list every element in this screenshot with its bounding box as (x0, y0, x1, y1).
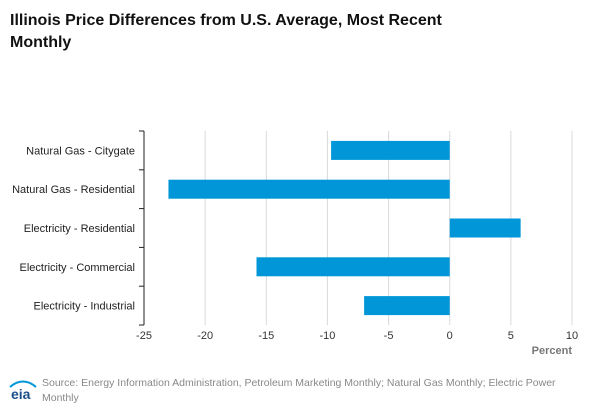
x-tick-label: -5 (384, 330, 394, 342)
category-label: Electricity - Industrial (34, 301, 135, 313)
category-label: Natural Gas - Citygate (26, 145, 135, 157)
x-tick-label: -25 (136, 330, 152, 342)
bar-electricity-residential (449, 218, 521, 238)
category-label: Electricity - Commercial (19, 262, 135, 274)
logo-text: eia (11, 386, 31, 402)
x-tick-label: 10 (566, 330, 578, 342)
x-tick-labels: -25 -20 -15 -10 -5 0 5 10 (136, 330, 578, 342)
bar-natural-gas-residential (168, 179, 450, 199)
category-labels: Natural Gas - Citygate Natural Gas - Resi… (12, 145, 135, 312)
bar-electricity-industrial (364, 296, 450, 316)
x-tick-label: 0 (447, 330, 453, 342)
eia-logo-icon: eia (8, 378, 38, 407)
x-tick-label: -20 (197, 330, 213, 342)
x-tick-label: -15 (258, 330, 274, 342)
x-axis-label: Percent (532, 345, 573, 357)
x-tick-label: 5 (508, 330, 514, 342)
category-label: Electricity - Residential (24, 223, 135, 235)
bar-electricity-commercial (256, 257, 450, 277)
chart-title: Illinois Price Differences from U.S. Ave… (10, 12, 442, 51)
source-note: Source: Energy Information Administratio… (42, 377, 556, 404)
x-tick-label: -10 (319, 330, 335, 342)
bar-natural-gas-citygate (331, 140, 450, 160)
y-axis (139, 130, 145, 326)
category-label: Natural Gas - Residential (12, 184, 135, 196)
bars (168, 140, 521, 316)
